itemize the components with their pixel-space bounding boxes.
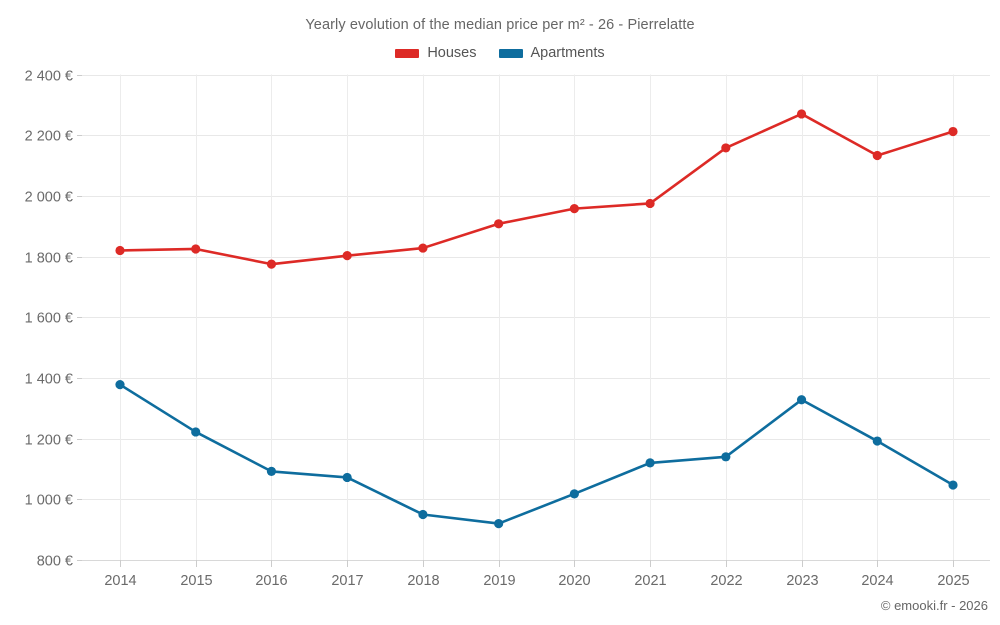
data-point-apartments-2023[interactable] <box>796 395 807 405</box>
data-point-houses-2019[interactable] <box>494 219 504 229</box>
x-axis-tick-label: 2014 <box>104 573 136 589</box>
y-axis-tick-label: 2 200 € <box>25 129 73 145</box>
data-point-apartments-2024[interactable] <box>872 436 882 446</box>
y-axis-tick-label: 1 800 € <box>25 251 73 267</box>
data-point-apartments-2015[interactable] <box>191 427 201 437</box>
x-axis-tick-label: 2019 <box>483 573 515 589</box>
data-point-apartments-2021[interactable] <box>645 458 655 468</box>
x-axis-tick-label: 2016 <box>255 573 287 589</box>
data-point-houses-2023[interactable] <box>796 109 807 119</box>
data-point-houses-2020[interactable] <box>569 204 579 214</box>
series-line-apartments <box>118 383 955 525</box>
data-point-apartments-2025[interactable] <box>948 480 958 490</box>
x-axis-tick-label: 2017 <box>331 573 363 589</box>
grid-layer <box>82 74 990 561</box>
x-axis-tick-label: 2018 <box>407 573 439 589</box>
data-point-houses-2022[interactable] <box>721 143 731 153</box>
x-axis-ticks: 2014 2015 2016 2017 2018 2019 2020 2021 2022 2023… <box>104 560 970 589</box>
y-axis-tick-label: 1 400 € <box>25 372 73 388</box>
data-point-houses-2025[interactable] <box>948 126 958 137</box>
x-axis-tick-label: 2022 <box>710 573 742 589</box>
y-axis-tick-label: 1 600 € <box>25 311 73 327</box>
data-point-apartments-2019[interactable] <box>494 518 504 529</box>
legend-swatch-houses <box>395 48 420 58</box>
x-axis-tick-label: 2024 <box>861 573 893 589</box>
series-line-houses <box>118 112 955 266</box>
data-point-houses-2017[interactable] <box>342 251 352 261</box>
chart-title: Yearly evolution of the median price per… <box>305 17 695 33</box>
y-axis-tick-label: 1 200 € <box>25 433 73 449</box>
legend-label-apartments: Apartments <box>530 45 605 61</box>
credit-text: © emooki.fr - 2026 <box>880 598 988 613</box>
data-point-apartments-2018[interactable] <box>418 509 428 520</box>
data-point-houses-2014[interactable] <box>115 245 125 256</box>
data-point-apartments-2017[interactable] <box>342 472 352 483</box>
y-axis-tick-label: 2 000 € <box>25 190 73 206</box>
x-axis-tick-label: 2021 <box>634 573 666 589</box>
y-axis-ticks: 800 € 1 000 € 1 200 € 1 400 € 1 600 € 1 800 €… <box>25 69 82 570</box>
data-point-houses-2016[interactable] <box>266 259 277 269</box>
data-point-houses-2024[interactable] <box>872 150 882 161</box>
legend-item-apartments[interactable]: Apartments <box>498 45 605 61</box>
chart-legend: Houses Apartments <box>0 45 1000 61</box>
x-axis-tick-label: 2015 <box>180 573 212 589</box>
x-axis-tick-label: 2020 <box>558 573 590 589</box>
data-point-apartments-2022[interactable] <box>721 452 731 462</box>
series-layer <box>115 109 958 529</box>
data-point-apartments-2016[interactable] <box>266 466 277 476</box>
y-axis-tick-label: 1 000 € <box>25 493 73 509</box>
data-point-apartments-2014[interactable] <box>115 380 125 390</box>
data-point-houses-2018[interactable] <box>418 243 428 253</box>
y-axis-tick-label: 800 € <box>37 554 73 570</box>
legend-label-houses: Houses <box>427 45 477 61</box>
x-axis-tick-label: 2023 <box>786 573 818 589</box>
data-point-houses-2015[interactable] <box>191 244 201 254</box>
x-axis-tick-label: 2025 <box>937 573 969 589</box>
legend-item-houses[interactable]: Houses <box>395 45 477 61</box>
data-point-apartments-2020[interactable] <box>569 489 579 499</box>
legend-swatch-apartments <box>498 48 523 58</box>
y-axis-tick-label: 2 400 € <box>25 69 73 85</box>
data-point-houses-2021[interactable] <box>645 198 655 209</box>
